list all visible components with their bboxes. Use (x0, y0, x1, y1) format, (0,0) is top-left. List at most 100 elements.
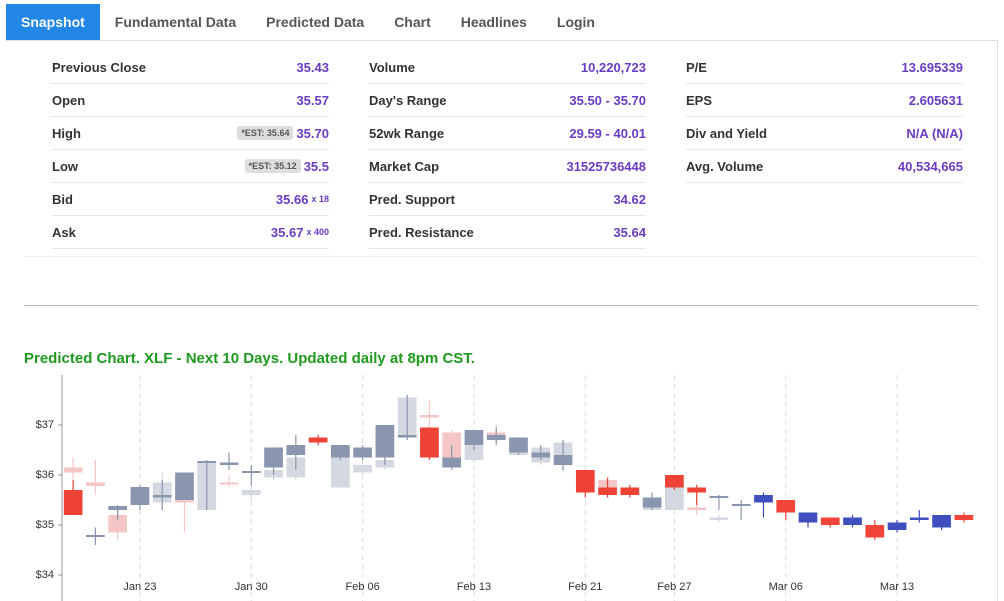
row-label: Market Cap (369, 158, 440, 174)
row-value: 35.64 (613, 224, 646, 240)
row-value-group: 2.605631 (909, 93, 963, 108)
x-tick-label: Feb 06 (345, 581, 379, 593)
panel-border (997, 40, 998, 601)
table-row: Day's Range 35.50 - 35.70 (369, 84, 646, 117)
table-row: Div and Yield N/A (N/A) (686, 117, 963, 150)
row-value: 40,534,665 (897, 158, 963, 174)
row-value: 35.57 (296, 92, 329, 108)
order-size: x 18 (311, 194, 329, 204)
tab[interactable]: Snapshot (6, 4, 100, 40)
row-label: Previous Close (52, 59, 146, 75)
candle-body (130, 487, 150, 505)
candle-body (86, 482, 105, 486)
candle-body (575, 470, 595, 493)
row-value: 2.605631 (908, 92, 963, 108)
row-value: 31525736448 (566, 158, 646, 174)
x-tick-label: Mar 13 (880, 581, 914, 593)
row-value: 34.62 (613, 191, 646, 207)
row-value: 35.50 - 35.70 (569, 92, 646, 108)
row-value-group: 35.64 (613, 225, 646, 240)
table-row: Low *EST: 35.12 35.5 (52, 150, 329, 183)
tab[interactable]: Headlines (460, 14, 527, 30)
candle-body (665, 485, 684, 510)
tab-divider (6, 40, 997, 41)
divider (24, 256, 978, 257)
candle-body (709, 496, 729, 498)
candle-body (86, 535, 105, 537)
candle-body (219, 462, 239, 465)
y-tick-label: $37 (36, 419, 54, 431)
row-label: Volume (369, 59, 415, 75)
candle-body (731, 504, 751, 506)
candle-body (843, 517, 862, 525)
chart: Predicted Chart. XLF - Next 10 Days. Upd… (24, 350, 974, 601)
row-label: Day's Range (369, 92, 447, 108)
estimate-badge: *EST: 35.12 (244, 159, 301, 173)
candle-body (264, 447, 283, 468)
candle-body (687, 507, 706, 510)
row-label: Bid (52, 191, 73, 207)
candle-body (509, 437, 528, 453)
candle-body (108, 506, 128, 510)
tab[interactable]: Fundamental Data (114, 14, 237, 30)
row-value-group: *EST: 35.12 35.5 (244, 158, 329, 174)
tab[interactable]: Login (556, 14, 595, 30)
table-row: Pred. Support 34.62 (369, 183, 646, 216)
row-label: Low (52, 158, 78, 174)
table-column: P/E 13.695339 EPS 2.605631 Div and Yield N/A … (686, 51, 963, 183)
candle-body (197, 461, 217, 463)
candle-body (420, 427, 439, 458)
row-value: 35.5 (303, 158, 329, 174)
row-label: EPS (686, 92, 713, 108)
x-tick-label: Jan 23 (123, 581, 156, 593)
row-value-group: 31525736448 (566, 159, 646, 174)
candle-body (152, 495, 172, 498)
row-value-group: 29.59 - 40.01 (569, 126, 646, 141)
x-tick-label: Jan 30 (235, 581, 268, 593)
candle-body (331, 445, 350, 458)
row-label: Avg. Volume (686, 158, 764, 174)
candle-body (353, 465, 372, 473)
x-tick-label: Mar 06 (769, 581, 803, 593)
y-tick-label: $35 (36, 519, 54, 531)
candle-body (798, 512, 818, 523)
tab[interactable]: Predicted Data (266, 14, 365, 30)
x-tick-label: Feb 27 (657, 581, 691, 593)
tab[interactable]: Chart (394, 14, 431, 30)
row-label: Pred. Resistance (369, 224, 474, 240)
candle-body (241, 471, 261, 473)
candle-body (486, 435, 506, 440)
row-value: 35.66 (275, 191, 309, 207)
table-row: Pred. Resistance 35.64 (369, 216, 646, 249)
candle-body (108, 515, 128, 533)
row-label: High (52, 125, 81, 141)
chart-title: Predicted Chart. XLF - Next 10 Days. Upd… (24, 350, 475, 367)
candle-body (887, 522, 907, 530)
candle-body (175, 472, 194, 500)
candle-body (865, 525, 885, 538)
row-value-group: 35.43 (296, 60, 329, 75)
row-value: 10,220,723 (580, 59, 646, 75)
row-value-group: 13.695339 (902, 60, 963, 75)
table-row: High *EST: 35.64 35.70 (52, 117, 329, 150)
table-row: Previous Close 35.43 (52, 51, 329, 84)
row-value-group: 35.57 (296, 93, 329, 108)
candle-body (687, 487, 706, 493)
x-tick-label: Feb 21 (568, 581, 602, 593)
row-label: 52wk Range (369, 125, 445, 141)
row-value: 13.695339 (901, 59, 963, 75)
row-value-group: 10,220,723 (581, 60, 646, 75)
candle-body (286, 445, 306, 455)
y-tick-label: $34 (36, 569, 54, 581)
row-value: 35.67 (270, 224, 304, 240)
y-tick-label: $36 (36, 469, 54, 481)
table-row: 52wk Range 29.59 - 40.01 (369, 117, 646, 150)
row-value: 35.70 (296, 125, 329, 141)
candle-body (932, 515, 951, 528)
candle-body (375, 425, 395, 458)
candle-body (397, 435, 417, 438)
table-row: Market Cap 31525736448 (369, 150, 646, 183)
candle-body (241, 490, 261, 495)
row-value-group: *EST: 35.64 35.70 (237, 126, 329, 141)
candle-body (709, 517, 729, 520)
